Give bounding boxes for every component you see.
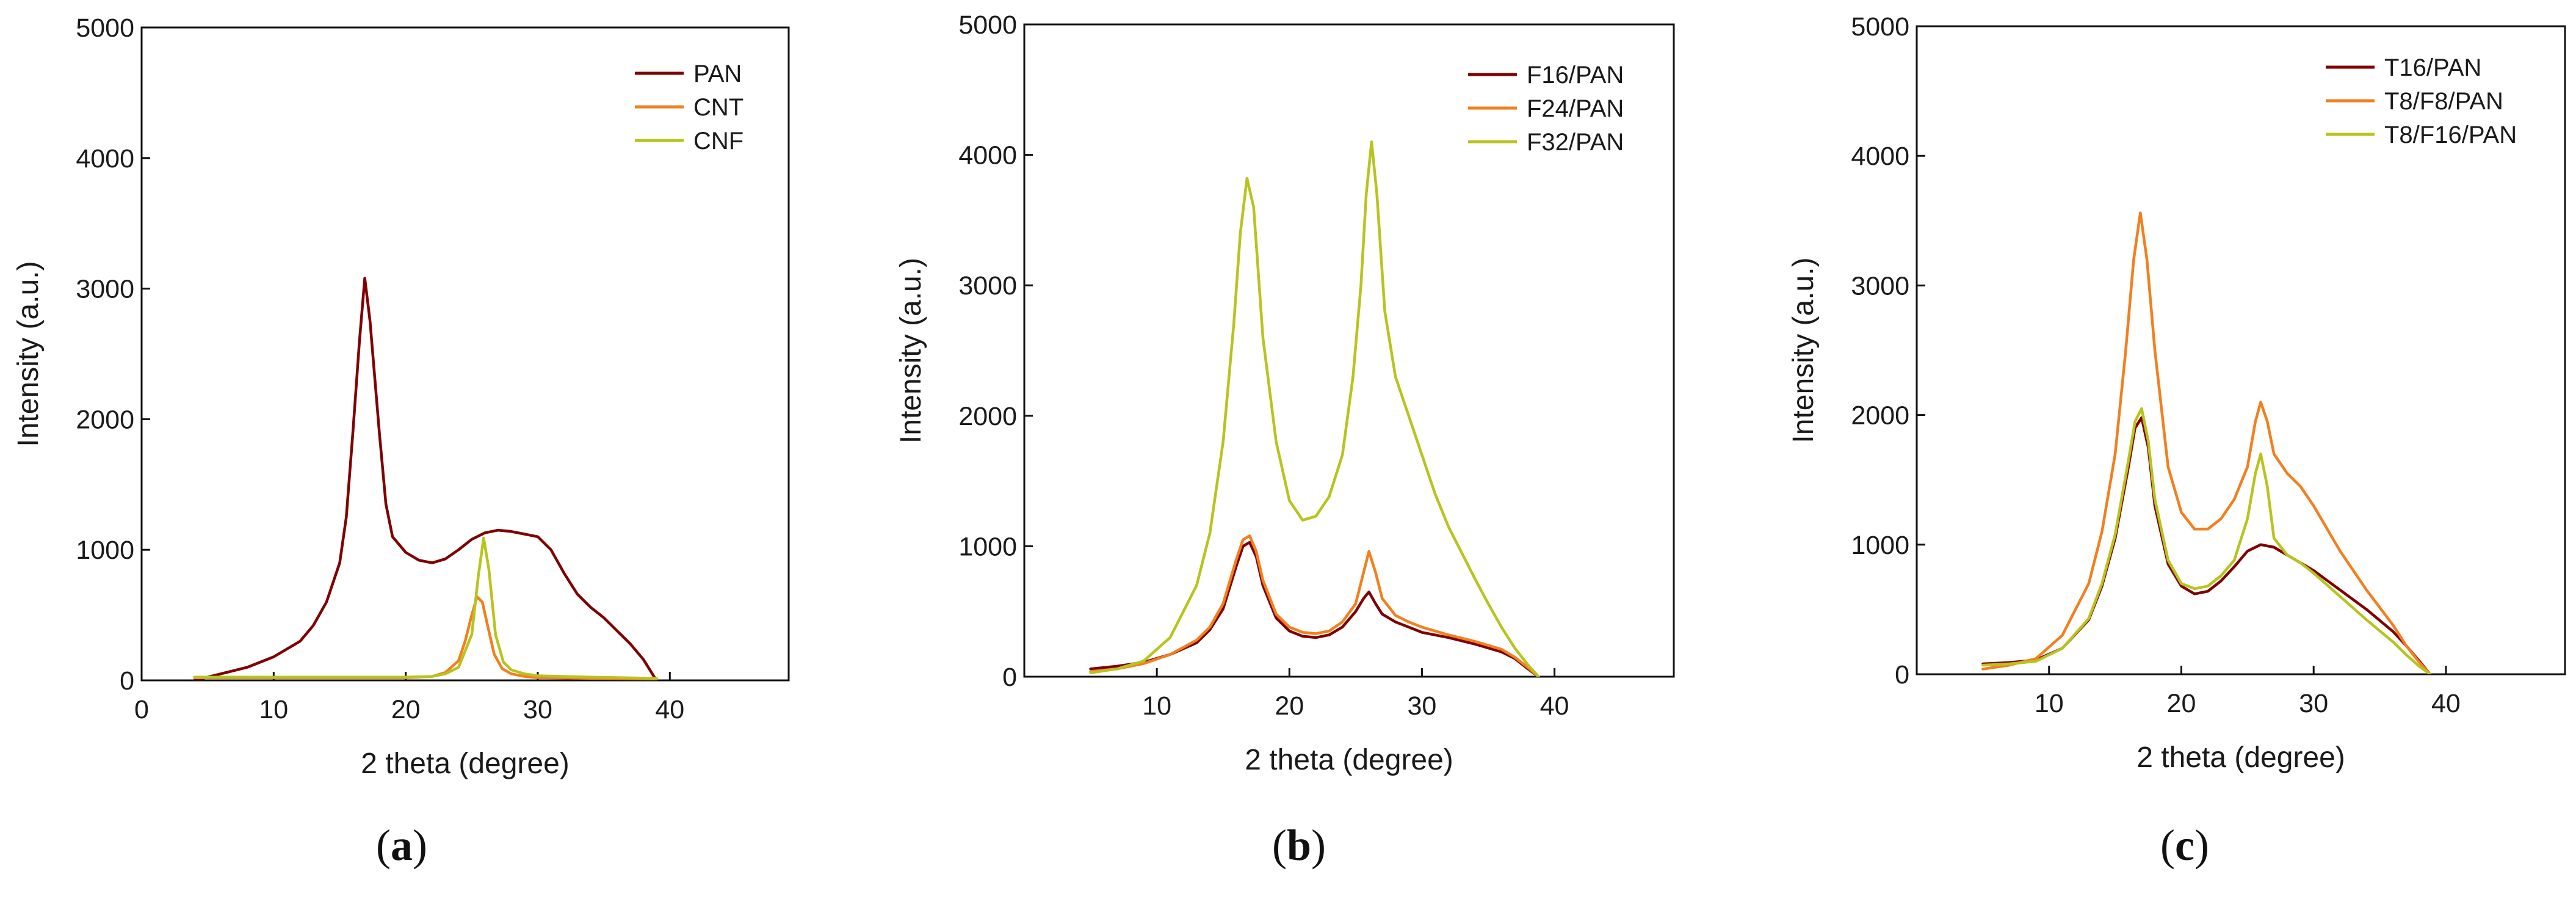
y-tick-label: 1000 [1851,531,1909,560]
y-axis-title: Intensity (a.u.) [895,258,927,443]
x-axis-title: 2 theta (degree) [2136,741,2345,774]
y-tick-label: 2000 [1851,401,1909,431]
x-tick-label: 10 [259,695,288,724]
x-tick-label: 20 [391,695,421,724]
x-tick-label: 40 [2431,689,2461,718]
panel-label-open: ( [376,821,391,870]
y-axis-title: Intensity (a.u.) [12,261,45,446]
y-tick-label: 5000 [1851,12,1909,42]
panel-label: (c) [2160,821,2209,870]
panel-label-letter: b [1287,821,1311,870]
y-tick-label: 5000 [76,13,134,43]
panel-label-letter: c [2175,821,2194,870]
legend-label: F16/PAN [1527,62,1624,89]
chart-panel-c: 0 1000 2000 3000 4000 5000 10 20 30 40 2 theta (de… [1787,12,2566,870]
legend-label: CNF [693,128,743,155]
plot-frame [1023,23,1675,678]
chart-panel-a: 0 1000 2000 3000 4000 5000 0 10 20 30 40 2 theta (d… [12,13,790,870]
panel-label-open: ( [2160,821,2175,870]
legend-label: T16/PAN [2384,54,2481,81]
series-line-f16-pan [1089,540,1540,677]
chart-panel-b: 0 1000 2000 3000 4000 5000 10 20 30 40 2 theta (de… [895,10,1675,870]
x-tick-label: 20 [1275,691,1304,721]
y-tick-label: 0 [1895,660,1909,690]
panel-label-close: ) [2194,821,2209,870]
y-tick-label: 4000 [958,141,1017,170]
panel-label-open: ( [1272,821,1287,870]
x-tick-label: 40 [655,695,684,724]
x-tick-label: 20 [2167,689,2196,718]
legend-label: F32/PAN [1527,129,1624,156]
y-tick-label: 0 [120,666,134,696]
plot-frame [140,26,790,682]
y-tick-label: 3000 [76,275,134,304]
legend-label: CNT [693,94,743,121]
y-tick-label: 5000 [958,10,1017,40]
y-tick-label: 3000 [1851,271,1909,300]
legend-label: T8/F16/PAN [2384,122,2517,148]
plot-frame [1916,25,2566,675]
x-tick-label: 30 [523,695,552,724]
x-tick-label: 40 [1540,691,1569,721]
y-tick-label: 1000 [76,536,134,565]
y-tick-label: 1000 [958,532,1017,561]
y-tick-label: 2000 [76,405,134,434]
y-tick-label: 4000 [76,144,134,173]
series-line-t8-f16-pan [1981,407,2432,674]
series-line-cnf [193,536,658,680]
series-line-t8-f8-pan [1981,211,2432,674]
x-axis-title: 2 theta (degree) [361,748,570,780]
y-tick-label: 0 [1002,663,1017,692]
x-axis-title: 2 theta (degree) [1245,744,1453,776]
x-tick-label: 30 [2299,689,2328,718]
panel-label-letter: a [391,821,413,870]
y-axis-title: Intensity (a.u.) [1787,257,1820,443]
legend-label: F24/PAN [1527,95,1624,122]
panel-label-close: ) [1311,821,1326,870]
x-tick-label: 10 [2035,689,2064,718]
legend: T16/PAN T8/F8/PAN T8/F16/PAN [2326,54,2517,148]
panel-label: (b) [1272,821,1326,870]
legend: PAN CNT CNF [635,60,743,155]
series-line-f24-pan [1089,534,1540,677]
y-tick-label: 4000 [1851,142,1909,171]
legend: F16/PAN F24/PAN F32/PAN [1468,62,1624,156]
panel-label: (a) [376,821,427,870]
legend-label: PAN [693,60,742,87]
x-tick-label: 30 [1408,691,1437,721]
legend-label: T8/F8/PAN [2384,88,2503,115]
series-line-f32-pan [1089,140,1540,677]
series-line-cnt [193,595,658,680]
y-tick-label: 3000 [958,271,1017,300]
panel-label-close: ) [413,821,427,870]
x-tick-label: 10 [1142,691,1171,721]
x-tick-label: 0 [134,695,149,724]
series-line-pan [193,277,658,680]
series-line-t16-pan [1981,416,2432,674]
y-tick-label: 2000 [958,402,1017,431]
